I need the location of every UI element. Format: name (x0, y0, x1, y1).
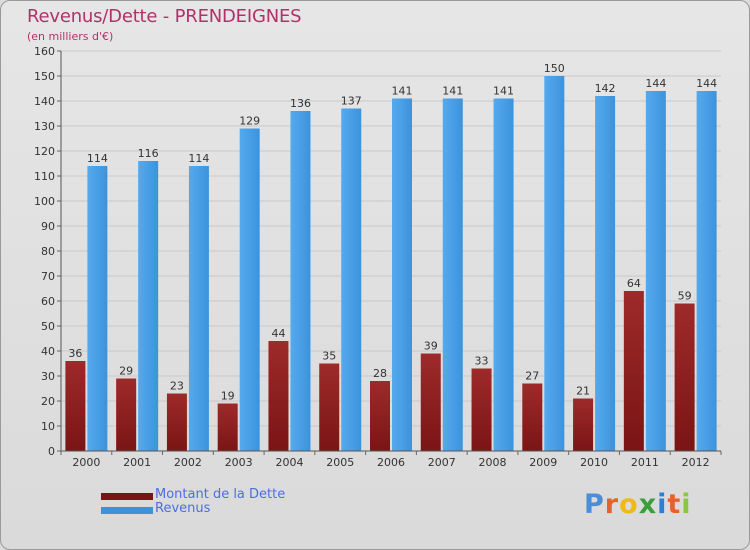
data-label-debt: 59 (678, 290, 692, 303)
proxiti-logo: Proxiti (584, 489, 692, 520)
x-tick-label: 2010 (580, 456, 608, 469)
bar-debt (217, 403, 238, 451)
data-label-revenue: 114 (188, 152, 209, 165)
bar-debt (268, 341, 289, 451)
logo-letter: o (619, 489, 639, 520)
y-tick-label: 20 (41, 395, 55, 408)
y-tick-label: 70 (41, 270, 55, 283)
bar-debt (573, 398, 594, 451)
data-label-debt: 36 (68, 347, 82, 360)
bar-revenue (341, 108, 362, 451)
logo-letter: r (604, 489, 620, 520)
x-tick-label: 2007 (428, 456, 456, 469)
y-tick-label: 30 (41, 370, 55, 383)
y-tick-label: 40 (41, 345, 55, 358)
y-tick-label: 0 (48, 445, 55, 458)
data-label-debt: 19 (221, 390, 235, 403)
y-tick-label: 160 (34, 45, 55, 58)
data-label-revenue: 129 (239, 115, 260, 128)
bar-debt (471, 368, 492, 451)
bar-debt (370, 381, 390, 451)
y-tick-label: 80 (41, 245, 55, 258)
bar-revenue (696, 91, 717, 451)
data-label-revenue: 141 (493, 85, 514, 98)
data-label-revenue: 141 (442, 85, 463, 98)
bar-debt (522, 383, 543, 451)
logo-letter: i (681, 489, 692, 520)
data-label-debt: 23 (170, 380, 184, 393)
x-tick-label: 2011 (631, 456, 659, 469)
bar-revenue (290, 111, 311, 451)
bar-revenue (87, 166, 108, 451)
data-label-revenue: 141 (392, 85, 413, 98)
legend-swatch-debt (101, 493, 153, 500)
data-label-debt: 35 (322, 350, 336, 363)
x-tick-label: 2003 (225, 456, 253, 469)
logo-letter: i (657, 489, 668, 520)
y-tick-label: 10 (41, 420, 55, 433)
bar-debt (319, 363, 340, 451)
bar-revenue (392, 98, 412, 451)
bar-debt (674, 303, 695, 451)
bar-revenue (239, 128, 260, 451)
x-tick-label: 2005 (326, 456, 354, 469)
bar-revenue (138, 161, 159, 451)
y-tick-label: 60 (41, 295, 55, 308)
bar-revenue (493, 98, 514, 451)
logo-letter: P (584, 489, 605, 520)
data-label-revenue: 150 (544, 62, 565, 75)
data-label-debt: 28 (373, 367, 387, 380)
y-tick-label: 110 (34, 170, 55, 183)
x-tick-label: 2004 (275, 456, 303, 469)
bar-revenue (595, 96, 616, 451)
data-label-debt: 27 (525, 370, 539, 383)
bar-debt (116, 378, 137, 451)
x-tick-label: 2001 (123, 456, 151, 469)
bar-revenue (442, 98, 463, 451)
bar-debt (623, 291, 644, 451)
bar-debt (420, 353, 441, 451)
data-label-debt: 29 (119, 365, 133, 378)
data-label-revenue: 142 (595, 82, 616, 95)
bar-revenue (645, 91, 666, 451)
logo-letter: x (638, 489, 658, 520)
data-label-revenue: 116 (138, 147, 159, 160)
x-tick-label: 2000 (72, 456, 100, 469)
x-tick-label: 2006 (377, 456, 405, 469)
bar-debt (65, 361, 86, 451)
legend-label-revenue: Revenus (155, 501, 211, 516)
chart-title: Revenus/Dette - PRENDEIGNES (27, 6, 302, 27)
legend-swatch-revenue (101, 507, 153, 514)
y-tick-label: 140 (34, 95, 55, 108)
data-label-revenue: 137 (341, 95, 362, 108)
y-tick-label: 100 (34, 195, 55, 208)
y-tick-label: 50 (41, 320, 55, 333)
bar-revenue (188, 166, 209, 451)
x-tick-label: 2008 (479, 456, 507, 469)
x-tick-label: 2012 (682, 456, 710, 469)
y-tick-label: 120 (34, 145, 55, 158)
data-label-revenue: 144 (696, 77, 717, 90)
data-label-debt: 39 (424, 340, 438, 353)
y-tick-label: 130 (34, 120, 55, 133)
legend-label-debt: Montant de la Dette (155, 487, 286, 502)
data-label-debt: 64 (627, 277, 641, 290)
logo-letter: t (667, 489, 682, 520)
data-label-debt: 44 (271, 327, 285, 340)
bar-revenue (544, 76, 565, 451)
data-label-revenue: 144 (645, 77, 666, 90)
chart-subtitle: (en milliers d'€) (27, 30, 114, 43)
x-tick-label: 2009 (529, 456, 557, 469)
data-label-debt: 21 (576, 385, 590, 398)
data-label-revenue: 114 (87, 152, 108, 165)
data-label-debt: 33 (475, 355, 489, 368)
bar-debt (166, 393, 187, 451)
y-tick-label: 90 (41, 220, 55, 233)
y-tick-label: 150 (34, 70, 55, 83)
x-tick-label: 2002 (174, 456, 202, 469)
data-label-revenue: 136 (290, 97, 311, 110)
